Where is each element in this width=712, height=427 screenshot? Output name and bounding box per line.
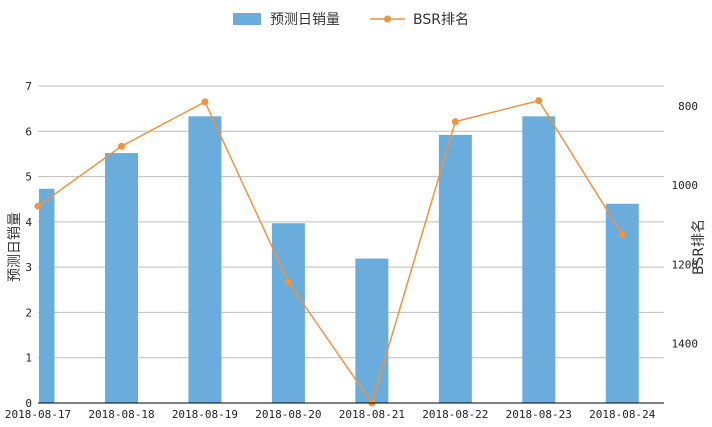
y-axis-title: 预测日销量 xyxy=(7,212,23,282)
x-tick-label: 2018-08-20 xyxy=(255,408,321,421)
x-tick-label: 2018-08-17 xyxy=(5,408,71,421)
bar xyxy=(188,116,222,403)
line-point xyxy=(34,202,42,210)
legend-line-marker xyxy=(384,15,391,23)
x-tick-label: 2018-08-23 xyxy=(506,408,572,421)
y-tick-label: 1 xyxy=(25,352,32,365)
bar xyxy=(39,188,55,403)
legend-bar-label: 预测日销量 xyxy=(270,12,340,28)
y2-tick-label: 1000 xyxy=(672,179,699,192)
line-point xyxy=(535,97,543,105)
legend-line-label: BSR排名 xyxy=(413,12,469,28)
legend-bar-swatch xyxy=(233,13,261,25)
line-point xyxy=(117,142,125,150)
gridlines xyxy=(38,85,664,359)
bar xyxy=(104,153,138,403)
bar-series xyxy=(39,116,639,403)
x-axis-ticks: 2018-08-17 2018-08-18 2018-08-19 2018-08-20… xyxy=(5,408,656,421)
y2-tick-label: 1200 xyxy=(672,258,699,271)
y-axis-ticks: 0 1 2 3 4 5 6 7 xyxy=(25,80,32,410)
line-series xyxy=(34,97,626,407)
x-tick-label: 2018-08-19 xyxy=(172,408,238,421)
y-tick-label: 7 xyxy=(25,80,32,93)
line-point xyxy=(451,118,459,126)
y-tick-label: 3 xyxy=(25,261,32,274)
legend: 预测日销量 BSR排名 xyxy=(233,12,469,28)
y2-tick-label: 1400 xyxy=(672,338,699,351)
y-tick-label: 4 xyxy=(25,216,32,229)
y2-axis-title: BSR排名 xyxy=(691,219,707,275)
bar xyxy=(271,223,305,403)
x-tick-label: 2018-08-24 xyxy=(589,408,656,421)
bar xyxy=(522,116,556,403)
x-tick-label: 2018-08-22 xyxy=(422,408,488,421)
y2-axis-ticks: 800 1000 1200 1400 xyxy=(672,100,699,351)
y-tick-label: 0 xyxy=(25,397,32,410)
y-tick-label: 5 xyxy=(25,171,32,184)
y2-tick-label: 800 xyxy=(678,100,698,113)
bsr-line xyxy=(37,99,623,405)
line-point xyxy=(618,231,626,239)
line-point xyxy=(284,278,292,286)
bar xyxy=(438,134,472,403)
x-tick-label: 2018-08-21 xyxy=(339,408,405,421)
x-tick-label: 2018-08-18 xyxy=(88,408,154,421)
y-tick-label: 2 xyxy=(25,306,32,319)
line-point xyxy=(201,98,209,106)
bar xyxy=(355,258,389,403)
y-tick-label: 6 xyxy=(25,125,32,138)
